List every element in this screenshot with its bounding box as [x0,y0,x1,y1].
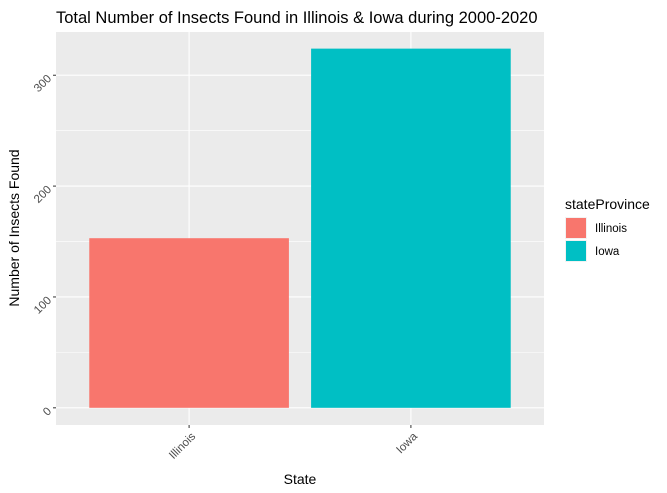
x-tick-label: Iowa [394,430,420,456]
legend-swatch-iowa [566,241,586,261]
y-tick-label: 300 [32,73,54,95]
bars [89,48,511,408]
x-tick-label: Illinois [167,430,198,461]
chart-title: Total Number of Insects Found in Illinoi… [56,9,538,27]
x-axis-title: State [284,471,317,487]
legend-label: Illinois [595,223,627,235]
legend: stateProvince Illinois Iowa [565,196,650,262]
legend-swatch-illinois [566,218,586,238]
y-tick-label: 200 [32,184,54,206]
legend-title: stateProvince [565,196,650,212]
y-tick-label: 100 [32,295,54,317]
bar-iowa [311,48,511,408]
x-axis-ticks: Illinois Iowa [167,425,420,462]
y-axis-title: Number of Insects Found [6,149,22,306]
bar-illinois [89,238,289,408]
y-tick-label: 0 [41,405,54,418]
legend-label: Iowa [595,246,620,258]
legend-items: Illinois Iowa [565,217,627,262]
y-axis-ticks: 0 100 200 300 [32,73,56,418]
